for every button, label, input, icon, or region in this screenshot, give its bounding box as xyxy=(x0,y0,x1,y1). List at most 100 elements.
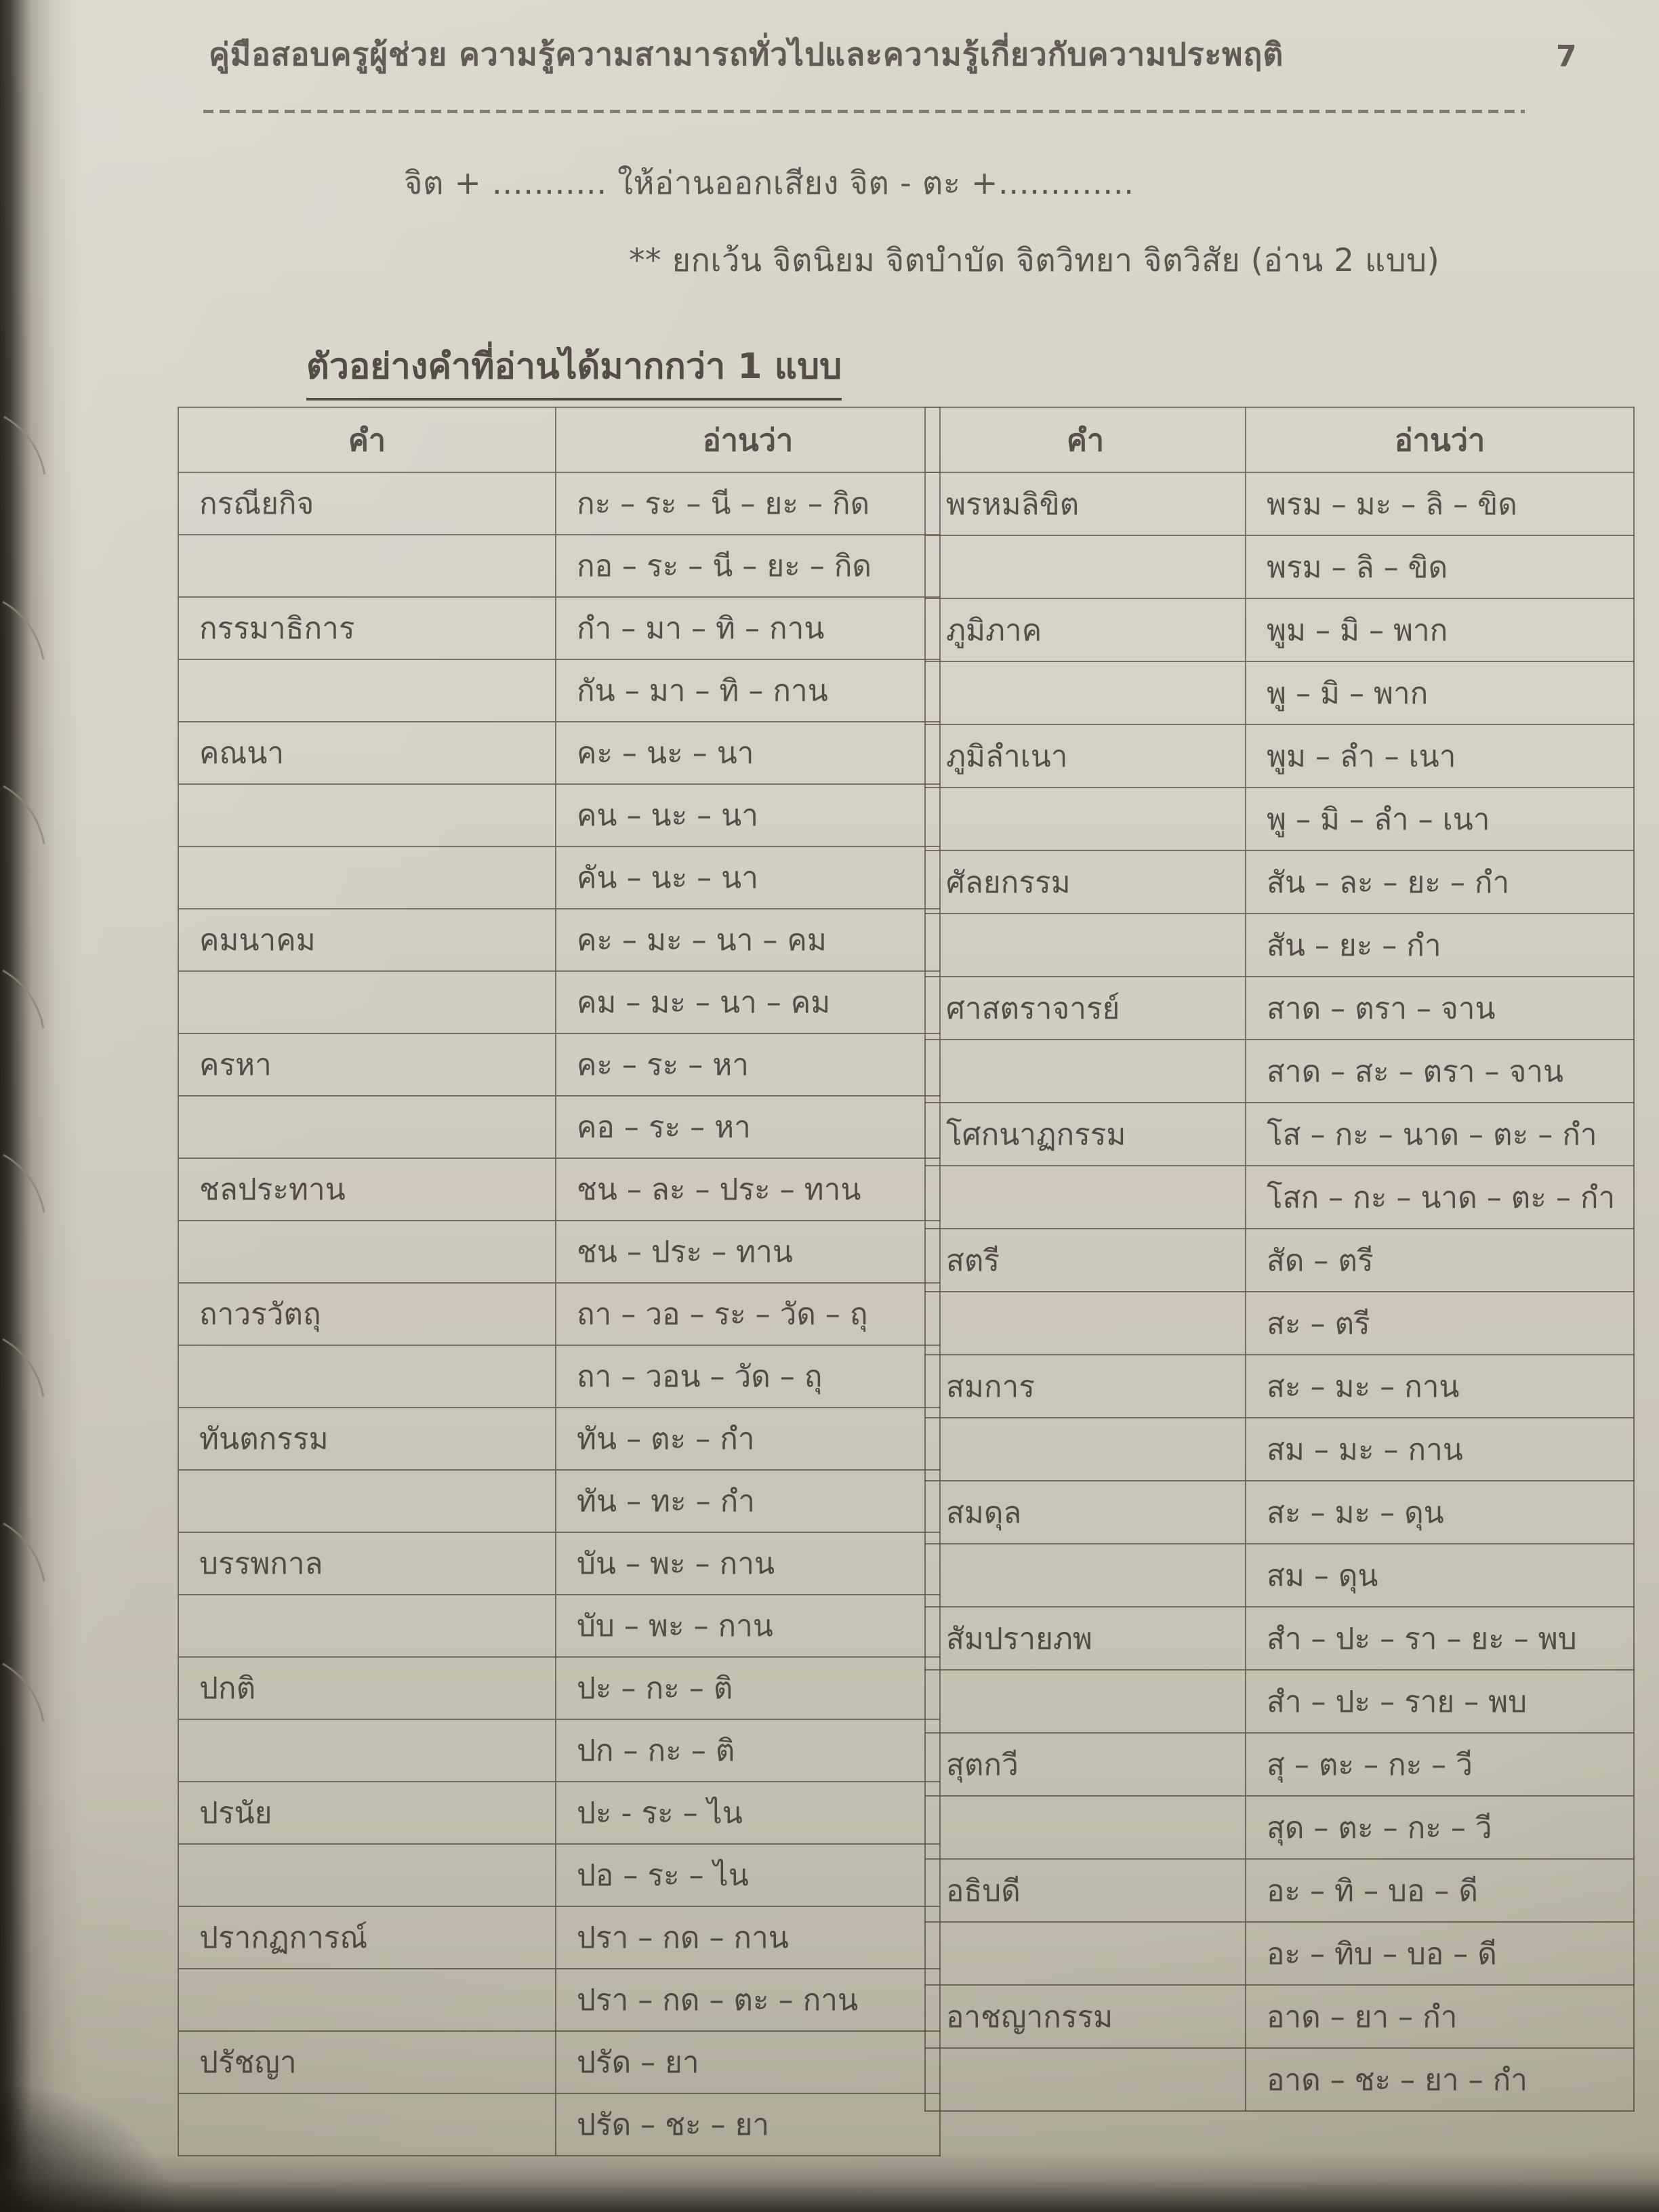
table-row: บรรพกาล บัน – พะ – กาน xyxy=(178,1532,941,1595)
word-cell: สมการ xyxy=(924,1354,1246,1418)
word-cell xyxy=(924,2047,1246,2112)
word-cell xyxy=(924,1039,1246,1103)
word-cell: ครหา xyxy=(178,1033,556,1097)
table-row: ครหา คะ – ระ – หา xyxy=(178,1033,941,1097)
reading-cell: บัน – พะ – กาน xyxy=(555,1532,941,1595)
table-row: พรม – ลิ – ขิด xyxy=(924,535,1635,599)
table-row: โศกนาฏกรรม โส – กะ – นาด – ตะ – กำ xyxy=(924,1102,1635,1166)
table-row: ปกติ ปะ – กะ – ติ xyxy=(178,1656,941,1720)
reading-cell: สะ – มะ – กาน xyxy=(1245,1354,1635,1418)
word-cell xyxy=(178,783,556,847)
reading-cell: สำ – ปะ – ราย – พบ xyxy=(1245,1669,1635,1734)
reading-cell: สุ – ตะ – กะ – วี xyxy=(1245,1732,1635,1797)
table-row: กรรมาธิการ กำ – มา – ทิ – กาน xyxy=(178,596,941,660)
notebook-edge-lines xyxy=(2,415,46,1722)
table-row: บับ – พะ – กาน xyxy=(178,1594,941,1658)
word-cell: ศาสตราจารย์ xyxy=(924,976,1246,1040)
word-cell xyxy=(924,1165,1246,1229)
table-row: สมการ สะ – มะ – กาน xyxy=(924,1354,1635,1418)
word-cell xyxy=(178,1594,556,1658)
table-row: ชน – ประ – ทาน xyxy=(178,1220,941,1284)
reading-cell: ปก – กะ – ติ xyxy=(555,1719,941,1782)
reading-cell: สำ – ปะ – รา – ยะ – พบ xyxy=(1245,1606,1635,1671)
reading-cell: กำ – มา – ทิ – กาน xyxy=(555,596,941,660)
table-row: ภูมิลำเนา พูม – ลำ – เนา xyxy=(924,724,1635,788)
binding-shadow xyxy=(0,0,81,2212)
reading-cell: พู – มิ – พาก xyxy=(1245,661,1635,725)
reading-cell: พูม – ลำ – เนา xyxy=(1245,724,1635,788)
word-cell xyxy=(924,913,1246,977)
column-header-reading: อ่านว่า xyxy=(1245,407,1635,473)
word-cell xyxy=(924,1417,1246,1481)
column-header-reading: อ่านว่า xyxy=(555,407,941,473)
exception-note-line: ** ยกเว้น จิตนิยม จิตบำบัด จิตวิทยา จิตว… xyxy=(629,242,1440,279)
table-row: ปรัด – ชะ – ยา xyxy=(178,2093,941,2156)
word-cell xyxy=(178,1968,556,2032)
table-row: คณนา คะ – นะ – นา xyxy=(178,721,941,785)
reading-cell: ปรา – กด – ตะ – กาน xyxy=(555,1968,941,2032)
table-row: ถาวรวัตถุ ถา – วอ – ระ – วัด – ถุ xyxy=(178,1282,941,1346)
table-row: พู – มิ – ลำ – เนา xyxy=(924,787,1635,851)
reading-cell: คัน – นะ – นา xyxy=(555,846,941,909)
word-cell: สุตกวี xyxy=(924,1732,1246,1797)
reading-cell: คน – นะ – นา xyxy=(555,783,941,847)
table-row: คอ – ระ – หา xyxy=(178,1095,941,1159)
word-cell: อธิบดี xyxy=(924,1858,1246,1923)
table-row: ถา – วอน – วัด – ถุ xyxy=(178,1345,941,1408)
reading-cell: สาด – สะ – ตรา – จาน xyxy=(1245,1039,1635,1103)
reading-cell: คะ – นะ – นา xyxy=(555,721,941,785)
table-row: สะ – ตรี xyxy=(924,1291,1635,1355)
column-header-word: คำ xyxy=(178,407,556,473)
table-row: อาด – ชะ – ยา – กำ xyxy=(924,2047,1635,2112)
word-cell xyxy=(178,1220,556,1284)
bottom-shadow xyxy=(0,2151,1659,2212)
word-cell: สมดุล xyxy=(924,1480,1246,1544)
table-row: ปอ – ระ – ไน xyxy=(178,1843,941,1907)
reading-cell: ปะ - ระ – ไน xyxy=(555,1781,941,1845)
table-row: ศาสตราจารย์ สาด – ตรา – จาน xyxy=(924,976,1635,1040)
reading-cell: คอ – ระ – หา xyxy=(555,1095,941,1159)
word-cell xyxy=(924,1291,1246,1355)
word-cell: ปรัชญา xyxy=(178,2030,556,2094)
word-cell: ถาวรวัตถุ xyxy=(178,1282,556,1346)
table-row: กัน – มา – ทิ – กาน xyxy=(178,659,941,722)
word-cell: ชลประทาน xyxy=(178,1158,556,1221)
table-row: พรหมลิขิต พรม – มะ – ลิ – ขิด xyxy=(924,472,1635,536)
word-cell: โศกนาฏกรรม xyxy=(924,1102,1246,1166)
table-row: สม – ดุน xyxy=(924,1543,1635,1607)
table-row: กรณียกิจ กะ – ระ – นี – ยะ – กิด xyxy=(178,472,941,535)
table-row: อะ – ทิบ – บอ – ดี xyxy=(924,1921,1635,1986)
word-cell xyxy=(178,659,556,722)
word-cell xyxy=(178,846,556,909)
table-row: ปรนัย ปะ - ระ – ไน xyxy=(178,1781,941,1845)
reading-cell: ชน – ละ – ประ – ทาน xyxy=(555,1158,941,1221)
reading-cell: กะ – ระ – นี – ยะ – กิด xyxy=(555,472,941,535)
table-row: ภูมิภาค พูม – มิ – พาก xyxy=(924,598,1635,662)
word-cell xyxy=(924,1921,1246,1986)
reading-cell: โส – กะ – นาด – ตะ – กำ xyxy=(1245,1102,1635,1166)
reading-cell: สัน – ยะ – กำ xyxy=(1245,913,1635,977)
reading-cell: คม – มะ – นา – คม xyxy=(555,970,941,1034)
reading-cell: ปรัด – ยา xyxy=(555,2030,941,2094)
reading-cell: สะ – มะ – ดุน xyxy=(1245,1480,1635,1544)
word-cell: คมนาคม xyxy=(178,908,556,972)
word-cell xyxy=(178,1719,556,1782)
word-cell xyxy=(178,1345,556,1408)
reading-cell: อะ – ทิบ – บอ – ดี xyxy=(1245,1921,1635,1986)
reading-cell: สุด – ตะ – กะ – วี xyxy=(1245,1795,1635,1860)
table-row: คมนาคม คะ – มะ – นา – คม xyxy=(178,908,941,972)
table-row: ทัน – ทะ – กำ xyxy=(178,1469,941,1533)
reading-cell: อาด – ชะ – ยา – กำ xyxy=(1245,2047,1635,2112)
word-cell xyxy=(924,661,1246,725)
reading-cell: กอ – ระ – นี – ยะ – กิด xyxy=(555,534,941,598)
reading-cell: ทัน – ทะ – กำ xyxy=(555,1469,941,1533)
reading-cell: บับ – พะ – กาน xyxy=(555,1594,941,1658)
word-cell xyxy=(924,535,1246,599)
table-row: อาชญากรรม อาด – ยา – กำ xyxy=(924,1984,1635,2049)
table-row: สุด – ตะ – กะ – วี xyxy=(924,1795,1635,1860)
table-row: ปก – กะ – ติ xyxy=(178,1719,941,1782)
word-cell: พรหมลิขิต xyxy=(924,472,1246,536)
page-number: 7 xyxy=(1556,39,1577,74)
word-cell xyxy=(924,1795,1246,1860)
page-title: คู่มือสอบครูผู้ช่วย ความรู้ความสามารถทั่… xyxy=(209,36,1284,73)
